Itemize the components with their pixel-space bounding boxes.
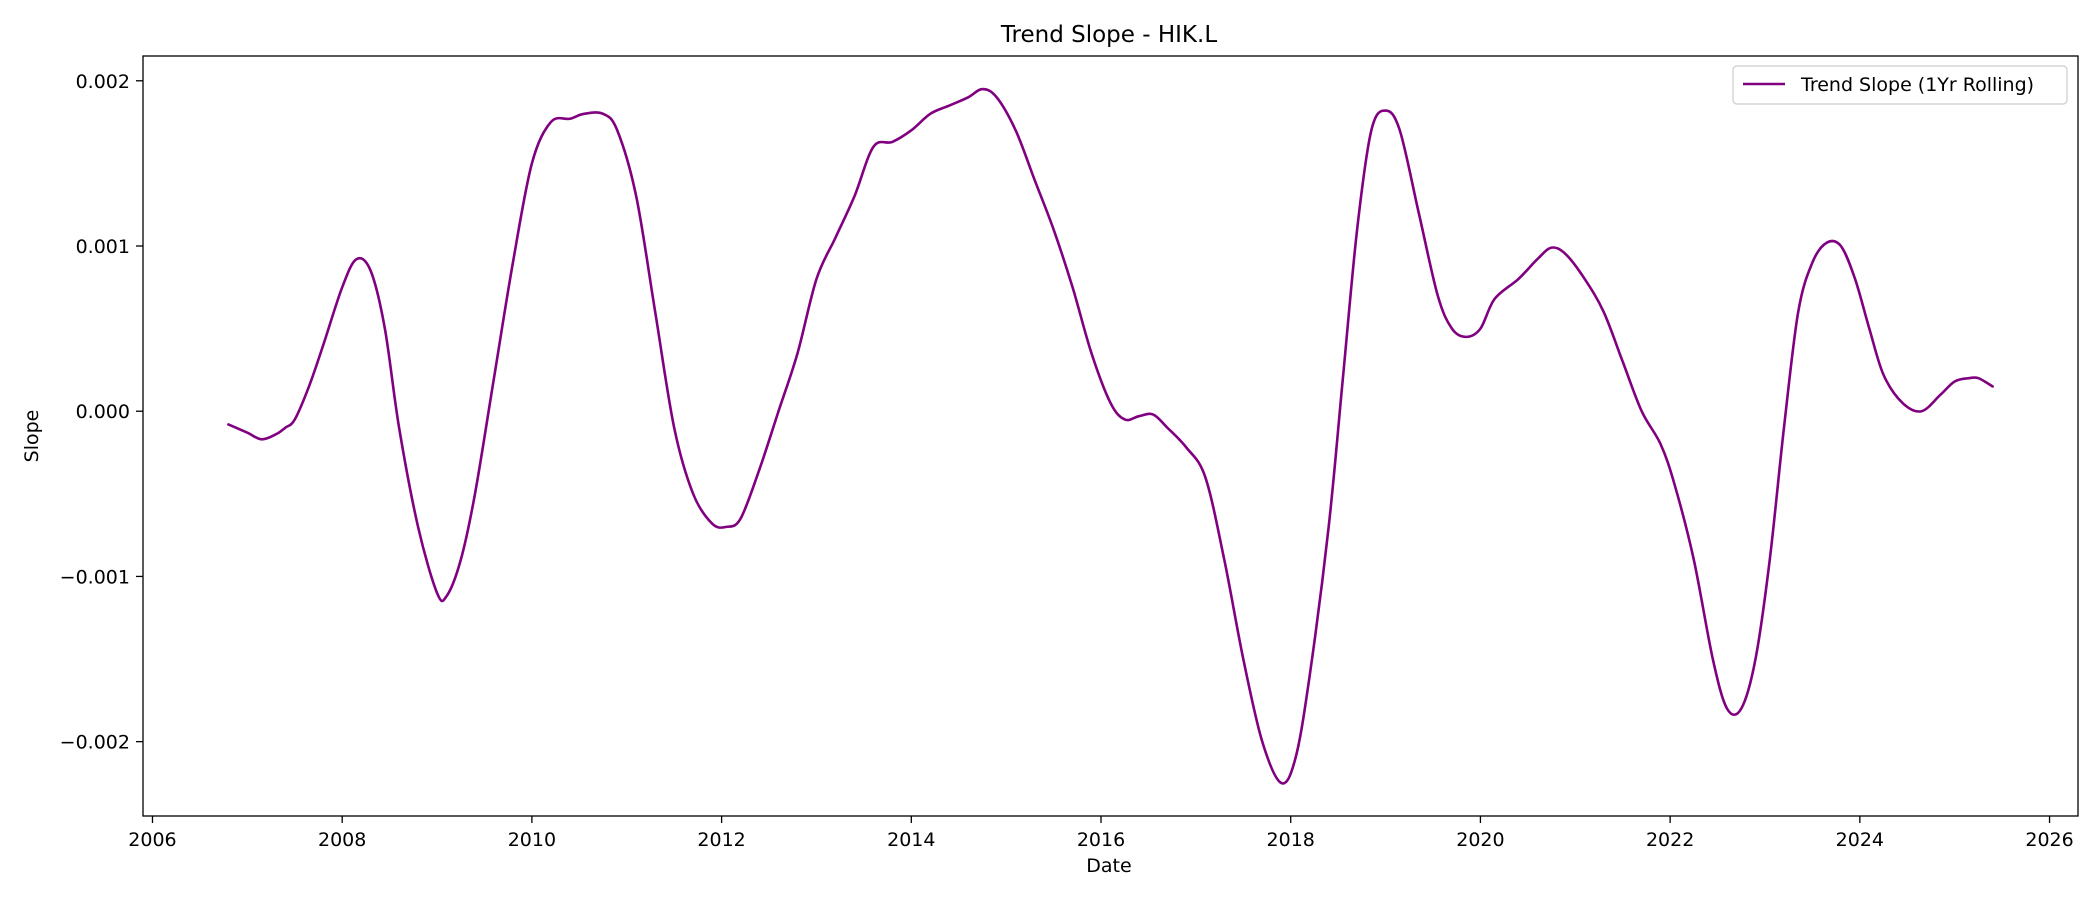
legend-box — [1732, 65, 2068, 105]
y-tick-label: 0.000 — [76, 401, 130, 423]
y-tick-label: −0.002 — [60, 732, 130, 754]
x-tick-label: 2020 — [1456, 829, 1504, 851]
x-tick-label: 2016 — [1077, 829, 1125, 851]
y-tick-label: 0.001 — [76, 236, 130, 258]
x-tick-label: 2010 — [508, 829, 556, 851]
x-tick-label: 2024 — [1836, 829, 1884, 851]
y-axis-label: Slope — [21, 410, 43, 463]
plot-area — [142, 55, 2079, 817]
y-axis: −0.002 −0.001 0.000 0.001 0.002 — [60, 71, 143, 754]
x-tick-label: 2022 — [1646, 829, 1694, 851]
series-line-trend-slope — [227, 87, 1994, 785]
x-tick-label: 2008 — [318, 829, 366, 851]
x-tick-label: 2012 — [697, 829, 745, 851]
chart-title: Trend Slope - HIK.L — [1000, 22, 1217, 48]
x-tick-label: 2014 — [887, 829, 935, 851]
y-tick-label: 0.002 — [76, 71, 130, 93]
x-tick-label: 2006 — [128, 829, 176, 851]
x-tick-label: 2018 — [1267, 829, 1315, 851]
legend: Trend Slope (1Yr Rolling) — [1732, 65, 2068, 105]
x-axis-label: Date — [1086, 855, 1131, 877]
y-tick-label: −0.001 — [60, 566, 130, 588]
legend-label: Trend Slope (1Yr Rolling) — [1800, 74, 2034, 96]
x-tick-label: 2026 — [2025, 829, 2073, 851]
x-axis: 2006 2008 2010 2012 2014 2016 2018 2020 2022 2024… — [128, 816, 2074, 851]
